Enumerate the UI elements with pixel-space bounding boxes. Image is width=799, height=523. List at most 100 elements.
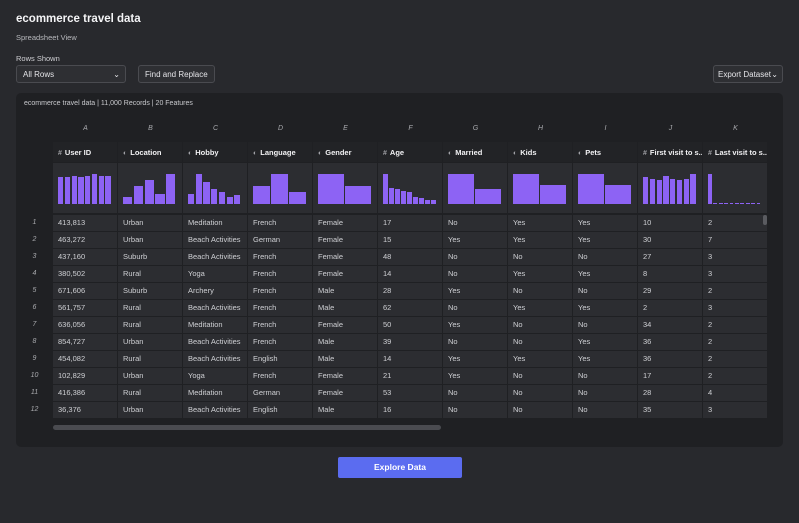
cell: Female [313, 215, 378, 232]
column-header: ◐ Gender [313, 142, 378, 163]
cell: French [248, 283, 313, 300]
row-number: 10 [30, 372, 39, 379]
histogram-bar [676, 180, 682, 204]
column-header: ◐ Language [248, 142, 313, 163]
v-scrollbar[interactable] [763, 215, 767, 225]
cell: English [248, 402, 313, 419]
cell: Urban [118, 232, 183, 249]
cell: Female [313, 368, 378, 385]
cell: Female [313, 232, 378, 249]
row-number: 12 [30, 406, 39, 413]
cell: Male [313, 351, 378, 368]
cell: Yes [508, 215, 573, 232]
cell: Female [313, 317, 378, 334]
h-scrollbar[interactable] [53, 425, 441, 430]
cell: 36 [638, 351, 703, 368]
row-number: 11 [30, 389, 39, 396]
histogram-bar [166, 174, 176, 204]
histogram-bar [71, 175, 77, 204]
cell: 17 [638, 368, 703, 385]
cell: No [573, 385, 638, 402]
explore-button[interactable]: Explore Data [338, 457, 462, 478]
histogram-bar [78, 177, 84, 204]
cell: 2 [703, 317, 768, 334]
histogram-cell [638, 163, 703, 214]
cell: Yes [443, 368, 508, 385]
type-icon: ◐ [448, 150, 453, 157]
column-letter: A [83, 125, 88, 132]
type-icon: # [383, 150, 387, 157]
column-header: # Age [378, 142, 443, 163]
column-letter: I [604, 125, 607, 132]
type-icon: ◐ [318, 150, 323, 157]
cell: French [248, 368, 313, 385]
records: 11,000 Records [100, 100, 150, 107]
cell: 48 [378, 249, 443, 266]
histogram-cell [573, 163, 638, 214]
histogram-bar [318, 174, 344, 204]
cell: 3 [703, 266, 768, 283]
cell: 8 [638, 266, 703, 283]
panel: ecommerce travel data | 11,000 Records |… [16, 93, 783, 447]
histogram-bar [271, 174, 288, 204]
title: ecommerce travel data [16, 13, 141, 25]
cell: No [508, 317, 573, 334]
cell: French [248, 266, 313, 283]
histogram-bar [195, 174, 202, 204]
page: ecommerce travel data Spreadsheet View R… [16, 13, 783, 478]
cell: 62 [378, 300, 443, 317]
export-select[interactable]: Export Dataset ⌄ [713, 65, 783, 83]
cell: 437,160 [53, 249, 118, 266]
cell: 2 [638, 300, 703, 317]
cell: 17 [378, 215, 443, 232]
row-number: 6 [32, 304, 37, 311]
column-name: First visit to s... [649, 148, 703, 157]
cell: Beach Activities [183, 402, 248, 419]
histogram-cell [703, 163, 768, 214]
cell: 671,606 [53, 283, 118, 300]
cell: French [248, 317, 313, 334]
cell: Beach Activities [183, 351, 248, 368]
histogram-bar [740, 202, 745, 204]
type-icon: ◐ [513, 150, 518, 157]
cell: Female [313, 266, 378, 283]
cell: No [508, 368, 573, 385]
type-icon: ◐ [188, 150, 193, 157]
histogram-bar [724, 202, 729, 204]
histogram-bar [383, 174, 388, 204]
histogram-bar [144, 180, 154, 204]
cell: 2 [703, 283, 768, 300]
histogram-bar [448, 174, 474, 204]
histogram-cell [53, 163, 118, 214]
rows-select[interactable]: All Rows ⌄ [16, 65, 126, 83]
cell: 10 [638, 215, 703, 232]
cell: 16 [378, 402, 443, 419]
histogram-bar [133, 186, 144, 204]
histogram-bar [105, 175, 111, 204]
histogram-bar [643, 177, 649, 204]
features: 20 Features [155, 100, 193, 107]
cell: Yes [443, 351, 508, 368]
cell: 3 [703, 300, 768, 317]
histogram-bar [226, 196, 233, 204]
column-letter: D [277, 125, 284, 132]
column-letter: G [472, 125, 479, 132]
type-icon: # [643, 150, 647, 157]
chevron: ⌄ [771, 70, 778, 79]
histogram-bar [401, 190, 406, 204]
cell: English [248, 351, 313, 368]
cell: 35 [638, 402, 703, 419]
column-header: ◐ Pets [573, 142, 638, 163]
cell: Yes [508, 266, 573, 283]
cell: 413,813 [53, 215, 118, 232]
cell: 2 [703, 351, 768, 368]
subtitle: Spreadsheet View [16, 33, 77, 42]
histogram-bar [234, 195, 241, 204]
cell: Urban [118, 334, 183, 351]
cell: French [248, 300, 313, 317]
find-replace-button[interactable]: Find and Replace [138, 65, 215, 83]
cell: 380,502 [53, 266, 118, 283]
cell: No [508, 402, 573, 419]
column-name: Married [455, 148, 483, 157]
histogram-cell [378, 163, 443, 214]
